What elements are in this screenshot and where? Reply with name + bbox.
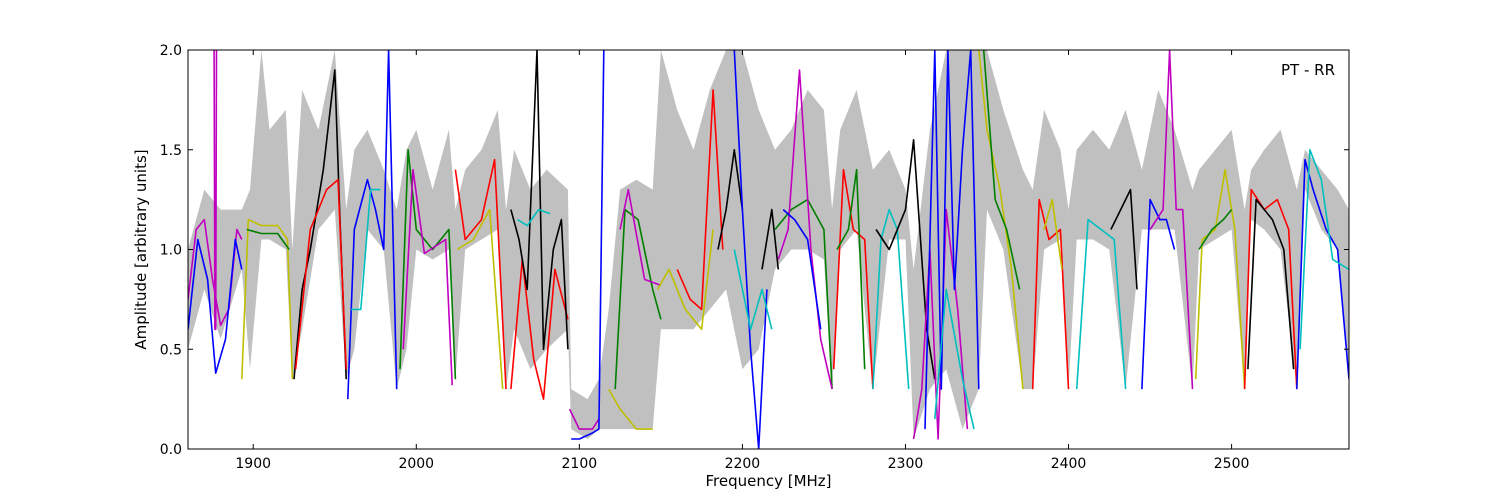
- y-tick-label: 2.0: [160, 43, 182, 59]
- series-line-39: [1031, 198, 1070, 390]
- series-line-34: [912, 208, 969, 440]
- y-axis-label: Amplitude [arbitrary units]: [132, 149, 150, 349]
- series-line-13: [510, 258, 569, 400]
- series-line-42: [1110, 188, 1138, 290]
- y-tick-label: 0.0: [160, 442, 182, 458]
- series-line-16: [568, 408, 600, 430]
- y-tick-label: 1.5: [160, 143, 182, 159]
- x-tick-label: 2100: [562, 456, 598, 472]
- series-line-30: [832, 168, 874, 390]
- series-line-38: [982, 50, 1021, 290]
- x-tick-label: 2400: [1051, 456, 1087, 472]
- series-line-23: [717, 149, 744, 250]
- x-tick-label: 2300: [888, 456, 924, 472]
- series-line-7: [347, 50, 398, 400]
- series-line-41: [1075, 218, 1127, 390]
- series-line-9: [399, 149, 457, 380]
- x-tick-label: 2200: [725, 456, 761, 472]
- series-line-15: [516, 208, 551, 227]
- series-line-37: [978, 50, 1024, 390]
- series-line-45: [1194, 168, 1246, 390]
- series-line-29: [782, 208, 822, 330]
- series-line-28: [777, 69, 833, 390]
- series-line-44: [1149, 50, 1194, 390]
- series-line-43: [1141, 198, 1176, 390]
- series-line-1: [188, 238, 243, 375]
- series-line-3: [241, 218, 294, 380]
- series-line-32: [872, 208, 910, 390]
- series-line-11: [454, 158, 507, 390]
- series-line-26: [761, 208, 780, 270]
- x-tick-label: 2500: [1214, 456, 1250, 472]
- envelope-band: [188, 50, 1349, 439]
- series-line-22: [676, 89, 724, 311]
- y-tick-label: 0.5: [160, 342, 182, 358]
- x-tick-label: 2000: [398, 456, 434, 472]
- series-line-36: [934, 288, 975, 430]
- series-line-35: [924, 50, 980, 430]
- series-line-46: [1198, 209, 1233, 250]
- series-line-18: [608, 388, 653, 430]
- series-line-21: [656, 229, 714, 331]
- y-tick-label: 1.0: [160, 243, 182, 259]
- series-line-49: [1296, 158, 1349, 390]
- series-line-50: [1299, 149, 1349, 350]
- series-line-24: [733, 50, 768, 449]
- x-axis-label: Frequency [MHz]: [705, 472, 831, 490]
- series-line-20: [619, 188, 662, 287]
- series-line-14: [510, 50, 569, 351]
- series-line-19: [614, 208, 662, 390]
- series-line-10: [402, 168, 453, 386]
- series-line-12: [456, 208, 504, 390]
- series-line-17: [571, 50, 605, 440]
- x-tick-label: 1900: [235, 456, 271, 472]
- series-line-48: [1247, 198, 1295, 370]
- series-line-8: [351, 188, 381, 311]
- chart-annotation: PT - RR: [1281, 61, 1335, 79]
- series-line-25: [733, 249, 773, 331]
- series-line-47: [1243, 188, 1298, 390]
- series-line-6: [294, 178, 347, 370]
- series-line-40: [1043, 198, 1063, 270]
- series-line-31: [836, 168, 866, 370]
- series-line-4: [246, 228, 290, 250]
- series-line-2: [213, 50, 218, 331]
